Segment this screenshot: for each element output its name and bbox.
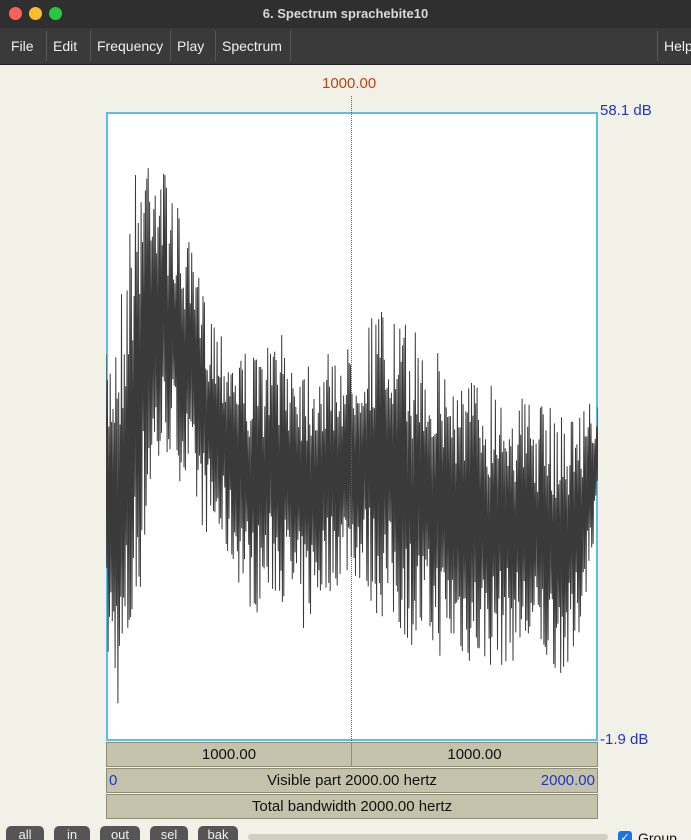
visible-part-label: Visible part 2000.00 hertz: [267, 772, 437, 789]
cursor-frequency-label: 1000.00: [322, 75, 377, 92]
visible-part-bar[interactable]: 0 Visible part 2000.00 hertz 2000.00: [106, 768, 598, 793]
menu-edit[interactable]: Edit: [47, 31, 91, 61]
cursor-line: [351, 96, 352, 741]
menu-spectrum[interactable]: Spectrum: [216, 31, 291, 61]
menu-help[interactable]: Help: [657, 31, 691, 61]
group-label: Group: [638, 830, 677, 840]
bottom-db-label: -1.9 dB: [600, 731, 649, 748]
title-bar: 6. Spectrum sprachebite10: [0, 0, 691, 29]
visible-start-label: 0: [109, 772, 118, 789]
menu-play[interactable]: Play: [171, 31, 216, 61]
close-window-button[interactable]: [9, 7, 22, 20]
horizontal-scrollbar[interactable]: [248, 834, 608, 840]
visible-end-label: 2000.00: [540, 772, 595, 789]
right-part-bar[interactable]: 1000.00: [351, 742, 598, 767]
group-checkbox[interactable]: ✓: [618, 831, 632, 840]
menu-bar: File Edit Frequency Play Spectrum Help: [0, 28, 691, 65]
left-part-bar[interactable]: 1000.00: [106, 742, 352, 767]
zoom-all-button[interactable]: all: [6, 826, 44, 840]
menu-file[interactable]: File: [5, 31, 47, 61]
spectrum-curve: [106, 168, 598, 704]
menu-frequency[interactable]: Frequency: [91, 31, 171, 61]
top-db-label: 58.1 dB: [600, 102, 652, 119]
zoom-back-button[interactable]: bak: [198, 826, 238, 840]
zoom-out-button[interactable]: out: [100, 826, 140, 840]
minimize-window-button[interactable]: [29, 7, 42, 20]
zoom-in-button[interactable]: in: [54, 826, 90, 840]
zoom-selection-button[interactable]: sel: [150, 826, 188, 840]
window-title: 6. Spectrum sprachebite10: [262, 6, 429, 21]
zoom-window-button[interactable]: [49, 7, 62, 20]
total-bandwidth-bar[interactable]: Total bandwidth 2000.00 hertz: [106, 794, 598, 819]
